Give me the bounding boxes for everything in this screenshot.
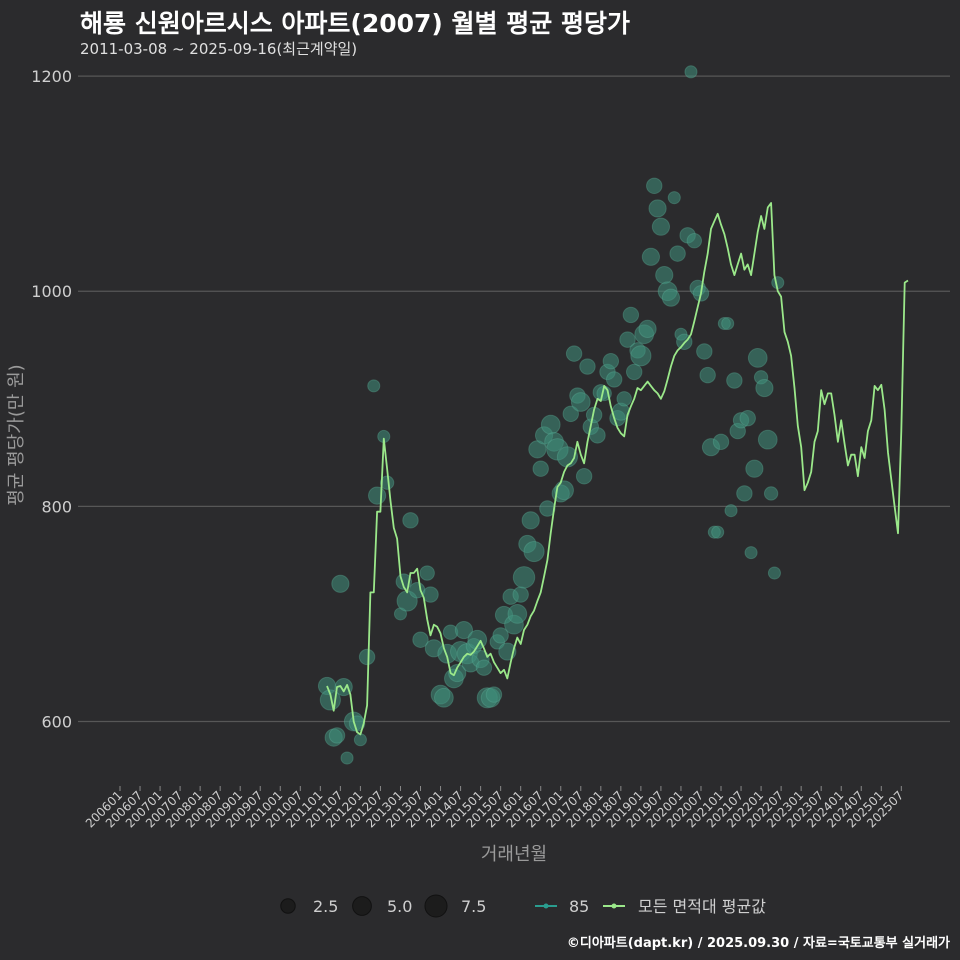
- bubble-point: [619, 331, 636, 348]
- bubble-point: [562, 405, 579, 423]
- legend-label-all-avg: 모든 면적대 평균값: [638, 897, 766, 916]
- chart-title: 해룡 신원아르시스 아파트(2007) 월별 평균 평당가: [80, 9, 630, 38]
- bubble-point: [521, 511, 540, 530]
- bubble-point: [340, 751, 354, 765]
- x-axis-ticks: 2006012006072007012007072008012008072009…: [83, 786, 906, 831]
- source-caption: ©디아파트(dapt.kr) / 2025.09.30 / 자료=국토교통부 실…: [566, 936, 950, 951]
- bubble-point: [721, 316, 735, 331]
- bubble-point: [712, 433, 730, 451]
- bubble-point: [368, 486, 387, 505]
- bubble-point: [328, 727, 346, 744]
- legend-size-label: 5.0: [387, 897, 412, 916]
- series-line-all-avg: [326, 202, 909, 736]
- chart-subtitle: 2011-03-08 ~ 2025-09-16(최근계약일): [80, 40, 358, 58]
- legend-size-label: 2.5: [313, 897, 338, 916]
- legend-size-label: 7.5: [461, 897, 486, 916]
- bubble-point: [646, 177, 663, 195]
- bubble-point: [739, 409, 756, 427]
- bubble-point: [641, 247, 660, 266]
- legend: 2.5 5.0 7.5 85 모든 면적대 평균값: [280, 894, 766, 918]
- bubble-point: [422, 586, 439, 603]
- y-axis-ticks: 600 800 1000 1200: [31, 67, 72, 731]
- bubble-point: [448, 663, 467, 683]
- bubble-point: [412, 631, 429, 648]
- bubble-point: [331, 574, 350, 593]
- y-tick-label: 1000: [31, 282, 72, 301]
- bubble-point: [661, 288, 681, 307]
- y-tick-label: 1200: [31, 67, 72, 86]
- bubble-point: [747, 348, 768, 368]
- bubble-point: [684, 65, 698, 79]
- bubble-point: [667, 191, 681, 205]
- bubble-point: [724, 504, 738, 518]
- bubble-point: [589, 427, 606, 444]
- bubble-point: [696, 343, 713, 360]
- bubble-point: [402, 512, 419, 529]
- bubble-point: [726, 372, 743, 389]
- bubble-point: [699, 366, 716, 384]
- bubble-point: [570, 392, 591, 412]
- bubble-point: [575, 468, 593, 485]
- x-axis-label: 거래년월: [481, 844, 547, 865]
- bubble-point: [532, 460, 549, 477]
- bubble-point: [367, 379, 381, 393]
- bubble-point: [523, 540, 545, 563]
- legend-size-swatch: [280, 898, 296, 914]
- bubble-point: [565, 345, 583, 362]
- bubble-point: [711, 525, 725, 539]
- bubble-point: [512, 586, 529, 603]
- bubble-point: [602, 352, 620, 370]
- bubble-point: [540, 414, 561, 435]
- bubble-point: [686, 232, 703, 249]
- bubble-point: [763, 486, 779, 501]
- bubble-point: [755, 378, 774, 398]
- bubble-point: [622, 306, 640, 324]
- bubble-point: [625, 363, 643, 381]
- bubble-point: [539, 500, 556, 517]
- bubble-point: [507, 604, 528, 624]
- legend-swatch-all-avg-dot: [611, 903, 617, 909]
- bubble-point: [767, 566, 781, 580]
- bubble-point: [630, 345, 652, 367]
- bubble-point: [757, 429, 778, 450]
- legend-swatch-85-dot: [543, 903, 549, 909]
- bubble-point: [745, 459, 764, 478]
- bubble-point: [334, 677, 353, 697]
- bubble-point: [434, 687, 454, 708]
- bubble-point: [358, 648, 376, 666]
- bubble-point: [736, 485, 753, 502]
- y-axis-label: 평균 평당가(만 원): [6, 364, 27, 505]
- legend-size-swatch: [352, 896, 372, 916]
- bubble-point: [744, 546, 758, 560]
- legend-size-swatch: [424, 894, 448, 918]
- bubble-point: [492, 627, 509, 644]
- y-tick-label: 600: [41, 712, 72, 731]
- bubble-point: [655, 266, 674, 285]
- bubble-point: [616, 391, 632, 407]
- bubble-point: [475, 659, 493, 676]
- bubble-point: [419, 565, 435, 581]
- bubble-points: [317, 65, 785, 765]
- legend-label-85: 85: [569, 897, 589, 916]
- bubble-point: [669, 245, 686, 262]
- bubble-point: [579, 358, 596, 375]
- y-tick-label: 800: [41, 497, 72, 516]
- bubble-point: [651, 217, 671, 236]
- bubble-point: [638, 319, 657, 338]
- grid-lines: [78, 75, 950, 723]
- bubble-point: [485, 686, 503, 703]
- bubble-point: [353, 733, 367, 747]
- bubble-point: [605, 371, 623, 388]
- bubble-point: [454, 620, 474, 640]
- bubble-point: [648, 199, 667, 218]
- bubble-point: [512, 566, 536, 589]
- series-lines: [326, 202, 909, 736]
